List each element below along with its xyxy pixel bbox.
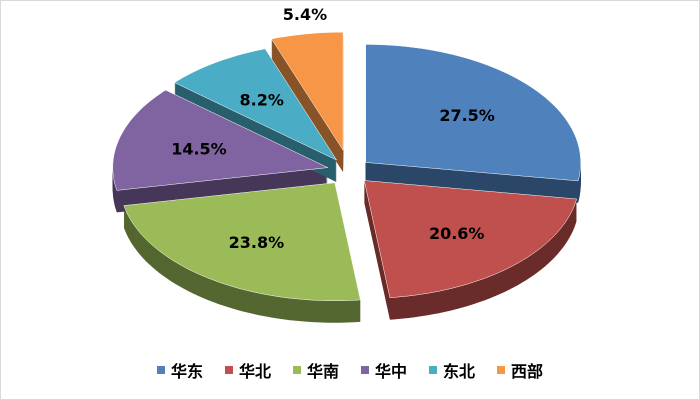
legend-item: 华北 xyxy=(224,358,271,382)
pie-slice-华北[interactable] xyxy=(363,180,577,298)
pie-slice-西部[interactable] xyxy=(271,31,344,152)
legend-item: 华南 xyxy=(292,358,339,382)
pie-slice-华中[interactable] xyxy=(112,89,329,191)
data-label: 27.5% xyxy=(439,106,495,125)
legend-label: 华南 xyxy=(306,362,339,381)
legend: 华东 华北 华南 华中 东北 西部 xyxy=(1,358,699,382)
data-label: 5.4% xyxy=(283,5,327,24)
data-label: 23.8% xyxy=(229,233,285,252)
data-label: 20.6% xyxy=(429,224,485,243)
legend-item: 华东 xyxy=(156,358,203,382)
legend-item: 西部 xyxy=(497,358,543,382)
legend-swatch xyxy=(156,366,165,374)
data-labels: 27.5% 20.6% 23.8% 14.5% 8.2% 5.4% xyxy=(171,5,495,252)
data-label: 14.5% xyxy=(171,140,227,159)
legend-swatch xyxy=(224,366,233,374)
legend-label: 华北 xyxy=(238,362,271,381)
data-label: 8.2% xyxy=(240,91,284,110)
slice-tops xyxy=(112,31,581,301)
legend-swatch xyxy=(292,366,301,374)
legend-item: 华中 xyxy=(361,358,407,382)
legend-item: 东北 xyxy=(429,358,475,382)
pie-slice-东北[interactable] xyxy=(173,48,338,161)
legend-swatch xyxy=(429,366,438,374)
pie-slice-华东[interactable] xyxy=(365,44,581,182)
legend-swatch xyxy=(361,366,369,374)
pie-slice-华南[interactable] xyxy=(123,182,361,301)
legend-label: 西部 xyxy=(511,362,544,381)
legend-label: 华东 xyxy=(170,362,203,381)
legend-label: 华中 xyxy=(375,362,408,381)
legend-swatch xyxy=(497,366,506,374)
legend-label: 东北 xyxy=(443,362,476,381)
